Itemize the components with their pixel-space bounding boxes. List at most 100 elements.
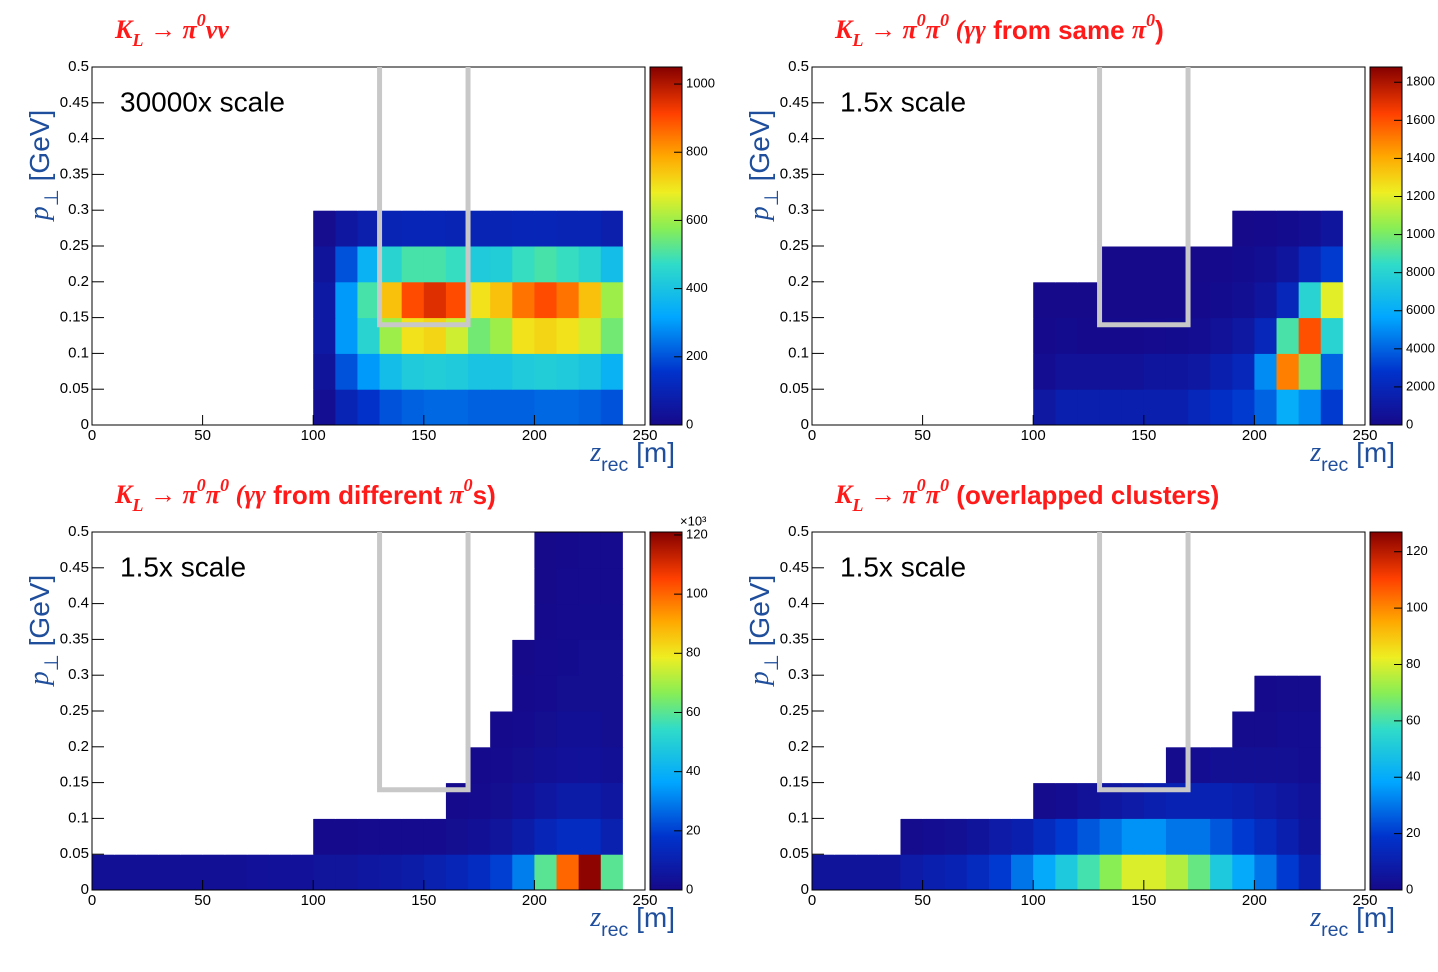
heat-cell [600, 102, 624, 140]
text-part: s) [473, 480, 496, 510]
heat-cell [357, 639, 381, 676]
heat-cell [224, 102, 248, 140]
heat-cell [1099, 567, 1123, 605]
heat-cell [556, 67, 580, 104]
heat-cell [224, 782, 248, 819]
heat-cell [401, 532, 425, 569]
heat-cell [1232, 246, 1255, 283]
heat-cell [291, 532, 314, 569]
heat-cell [423, 532, 447, 569]
heat-cell [1276, 711, 1300, 748]
heat-cell [357, 210, 381, 247]
heat-cell [622, 317, 646, 354]
heat-cell [1121, 818, 1145, 855]
x-tick-label: 250 [632, 427, 657, 444]
heat-cell [335, 317, 358, 354]
heat-cell [202, 174, 226, 211]
heat-cell [224, 746, 248, 784]
heat-cell [246, 210, 270, 247]
heat-cell [900, 138, 924, 175]
heat-cell [1055, 746, 1078, 784]
x-tick-label: 0 [808, 427, 816, 444]
heat-cell [988, 138, 1012, 175]
heat-cell [578, 603, 602, 640]
heat-cell [291, 246, 314, 283]
heat-cell [900, 746, 924, 784]
heat-cell [92, 567, 115, 605]
heat-cell [1232, 174, 1255, 211]
heat-cell [490, 102, 513, 140]
heat-cell [1143, 174, 1167, 211]
heat-cell [966, 138, 990, 175]
y-tick-label: 0.35 [780, 630, 809, 647]
colorbar-label: 60 [1406, 712, 1420, 727]
heat-cell [291, 567, 314, 605]
heat-cell [136, 353, 159, 390]
heat-cell [512, 317, 535, 354]
heat-cell [1011, 567, 1034, 605]
heat-cell [1298, 675, 1322, 712]
heat-cell [180, 246, 204, 283]
heat-cell [1254, 746, 1278, 784]
heat-cell [944, 67, 968, 104]
y-axis-label: p⊥ [GeV] [24, 110, 63, 222]
heat-cell [922, 102, 946, 140]
y-tick-label: 0.1 [68, 344, 89, 361]
colorbar [1369, 531, 1403, 891]
heat-cell [490, 782, 513, 819]
heat-cell [900, 532, 924, 569]
heat-cell [224, 818, 248, 855]
heat-cell [1276, 317, 1300, 354]
heat-cell [1099, 711, 1123, 748]
heat-cell [900, 246, 924, 283]
heat-cell [224, 246, 248, 283]
heat-cell [445, 603, 469, 640]
heat-cell [578, 102, 602, 140]
heat-cell [1232, 675, 1255, 712]
heat-cell [1320, 746, 1344, 784]
heat-cell [1210, 246, 1233, 283]
y-tick-label: 0.45 [60, 559, 89, 576]
heat-cell [856, 389, 879, 426]
heat-cell [1055, 138, 1078, 175]
heat-cell [600, 639, 624, 676]
heat-cell [1077, 782, 1101, 819]
heat-cell [944, 138, 968, 175]
heat-cell [1232, 317, 1255, 354]
heat-cell [490, 854, 513, 891]
heat-cell [1143, 281, 1167, 319]
heat-cell [1188, 711, 1211, 748]
heat-cell [944, 711, 968, 748]
heat-cell [92, 281, 115, 319]
heat-cell [1011, 532, 1034, 569]
heat-cell [114, 174, 137, 211]
heat-cell [878, 246, 901, 283]
heat-cell [1055, 317, 1078, 354]
heat-cell [246, 389, 270, 426]
heat-cell [468, 281, 491, 319]
heat-cell [357, 174, 381, 211]
heat-cell [158, 210, 181, 247]
heat-cell [834, 353, 857, 390]
heat-cell [401, 67, 425, 104]
heat-cell [1077, 281, 1101, 319]
heat-cell [1254, 210, 1278, 247]
heat-cell [966, 317, 990, 354]
heat-cell [812, 711, 835, 748]
heat-cell [1033, 389, 1056, 426]
heat-cell [1298, 746, 1322, 784]
heat-cell [468, 603, 491, 640]
heat-cell [114, 102, 137, 140]
heat-cell [423, 281, 447, 319]
heat-cell [1210, 818, 1233, 855]
heat-cell [313, 389, 336, 426]
heat-cell [622, 567, 646, 605]
heat-cell [445, 639, 469, 676]
heat-cell [944, 389, 968, 426]
heat-cell [423, 102, 447, 140]
heat-cell [556, 675, 580, 712]
heat-cell [1055, 675, 1078, 712]
heat-cell [335, 210, 358, 247]
heat-cell [180, 854, 204, 891]
heat-cell [114, 603, 137, 640]
